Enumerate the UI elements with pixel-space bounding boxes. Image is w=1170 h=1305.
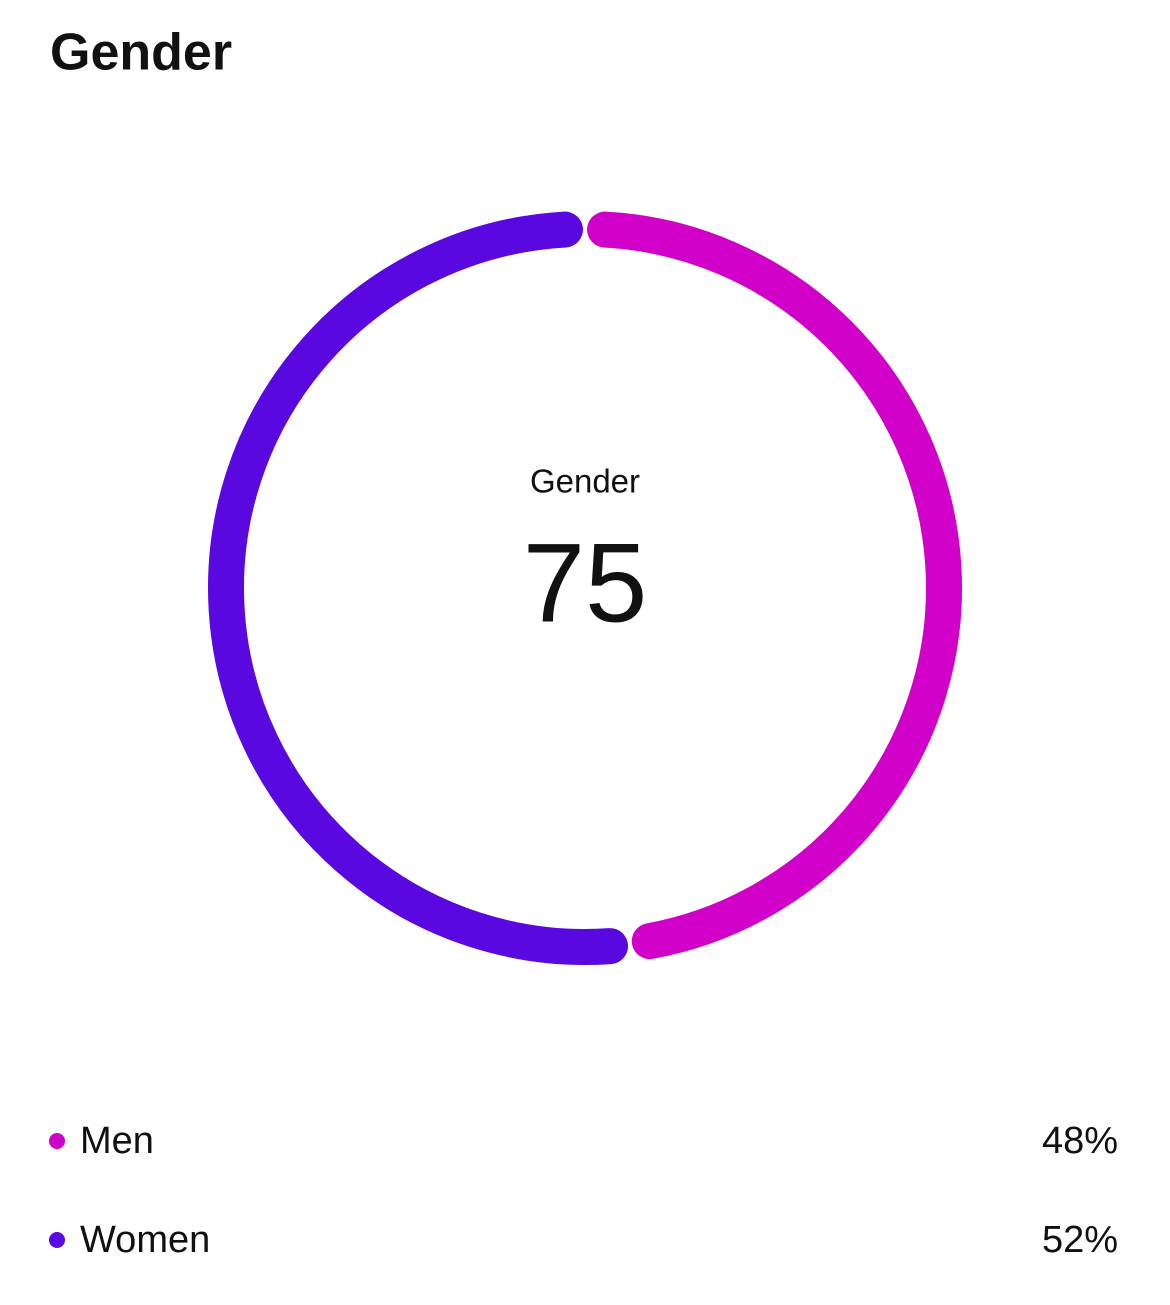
legend-marker xyxy=(49,1232,65,1248)
donut-segment xyxy=(208,211,629,965)
center-label: Gender xyxy=(530,463,640,500)
chart-title: Gender xyxy=(50,24,232,82)
legend-label: Men xyxy=(80,1120,154,1162)
legend-value: 52% xyxy=(1042,1219,1118,1261)
legend-value: 48% xyxy=(1042,1120,1118,1162)
legend-label: Women xyxy=(80,1219,210,1261)
legend-marker xyxy=(49,1133,65,1149)
donut-segment xyxy=(587,211,962,960)
center-value: 75 xyxy=(523,521,648,646)
